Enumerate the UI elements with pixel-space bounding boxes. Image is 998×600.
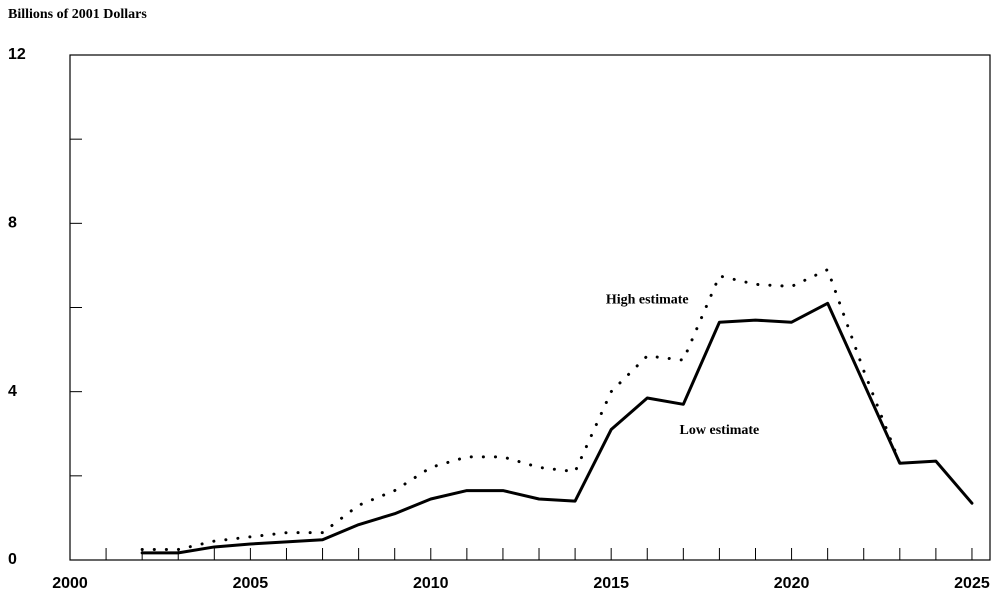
x-tick-label: 2025 [954,575,990,592]
x-tick-label: 2020 [774,575,810,592]
y-axis-label: Billions of 2001 Dollars [8,7,147,22]
plot-frame [69,54,991,561]
y-tick-label: 8 [8,215,17,232]
y-tick-label: 12 [8,46,26,63]
series-label: High estimate [606,292,689,307]
series-line [140,301,974,555]
series-line [140,268,902,551]
y-tick-label: 4 [8,383,17,400]
x-tick-label: 2005 [233,575,269,592]
x-tick-label: 2015 [593,575,629,592]
y-tick-label: 0 [8,551,17,568]
series-label: Low estimate [680,423,760,438]
x-tick-label: 2010 [413,575,449,592]
x-tick-label: 2000 [52,575,88,592]
